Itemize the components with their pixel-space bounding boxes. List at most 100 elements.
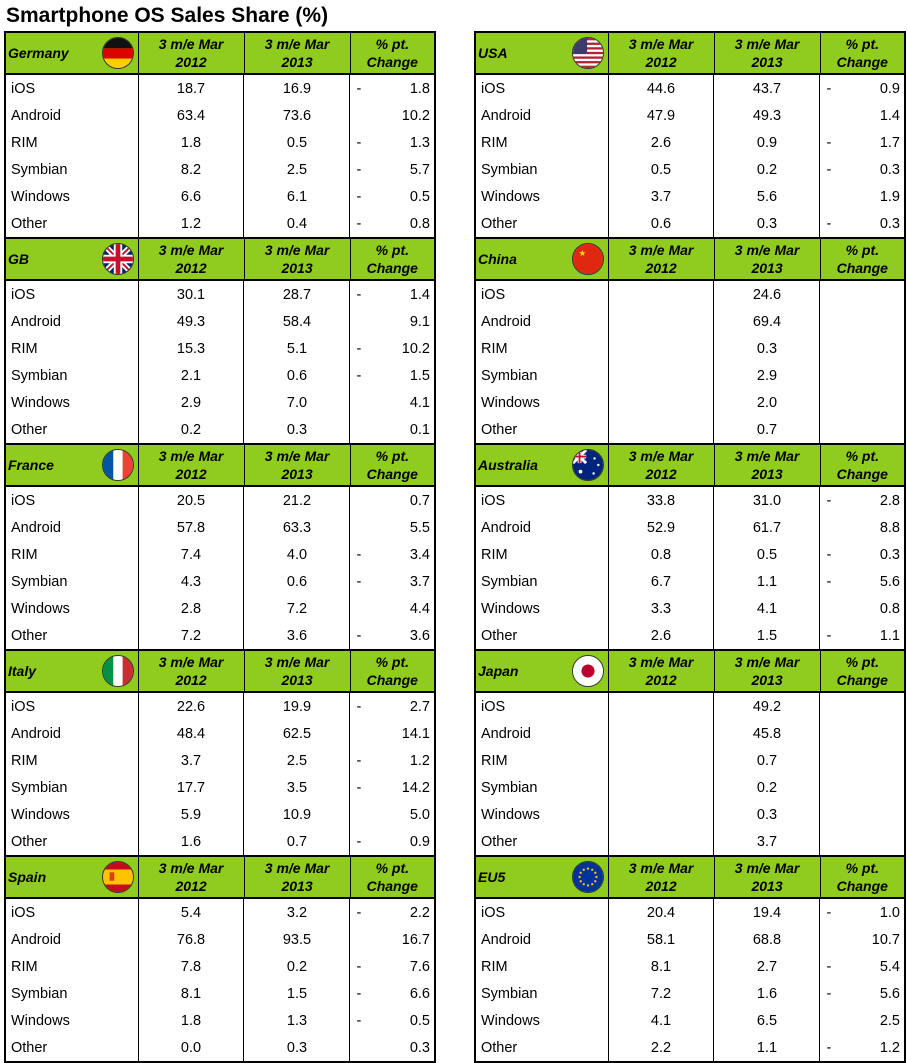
- change-sign: -: [826, 985, 832, 1002]
- share-2012: [607, 281, 714, 308]
- share-2013: 0.3: [243, 416, 349, 443]
- change-value: 8.8: [879, 519, 900, 536]
- table-row: Android 76.8 93.5 16.7: [6, 926, 434, 953]
- share-2013: 0.3: [713, 801, 819, 828]
- page-title: Smartphone OS Sales Share (%): [6, 4, 329, 27]
- share-2012: 20.4: [607, 899, 714, 926]
- region-panel-france: France 3 m/e Mar 2012 3 m/e Mar 2013 % pt. Cha…: [4, 443, 436, 649]
- change-value: 5.5: [409, 519, 430, 536]
- change-sign: -: [356, 1012, 362, 1029]
- share-2013: 7.0: [243, 389, 349, 416]
- column-header-col2: 3 m/e Mar 2013: [243, 239, 350, 279]
- share-2012: 6.7: [607, 568, 714, 595]
- column-header-col3: % pt. Change: [819, 239, 904, 279]
- column-header-line: Change: [836, 54, 888, 70]
- column-header-line: 2012: [645, 260, 677, 276]
- table-row: Symbian 8.1 1.5- 6.6: [6, 980, 434, 1007]
- region-header: EU5 3 m/e Mar 2012 3 m/e Mar 2013 % pt. Change: [476, 857, 904, 899]
- pt-change: - 0.8: [349, 210, 434, 237]
- table-row: Other 2.2 1.1- 1.2: [476, 1034, 904, 1061]
- table-row: Other 1.2 0.4- 0.8: [6, 210, 434, 237]
- column-header-line: 3 m/e Mar: [158, 242, 224, 258]
- share-2013: 0.3: [243, 1034, 349, 1061]
- table-row: Other 0.0 0.3 0.3: [6, 1034, 434, 1061]
- os-name: Symbian: [481, 367, 538, 384]
- change-value: 0.3: [879, 215, 900, 232]
- pt-change: 5.5: [349, 514, 434, 541]
- share-2013: 0.5: [243, 129, 349, 156]
- os-name: Windows: [481, 600, 540, 617]
- share-2013: 1.3: [243, 1007, 349, 1034]
- os-name: Symbian: [481, 779, 538, 796]
- pt-change: 8.8: [819, 514, 904, 541]
- change-value: 0.5: [409, 1012, 430, 1029]
- pt-change: [819, 362, 904, 389]
- table-row: Symbian 17.7 3.5- 14.2: [6, 774, 434, 801]
- column-header-col2: 3 m/e Mar 2013: [713, 33, 820, 73]
- column-header-line: % pt.: [375, 36, 410, 52]
- change-value: 1.1: [879, 627, 900, 644]
- table-row: Windows 3.7 5.6 1.9: [476, 183, 904, 210]
- os-name: Windows: [11, 188, 70, 205]
- table-row: Android 52.9 61.7 8.8: [476, 514, 904, 541]
- region-rows: iOS 20.5 21.2 0.7 Android 57.8 63.3 5.5 RIM 7.4 4.…: [6, 487, 434, 649]
- region-header: Australia 3 m/e Mar 2012 3 m/e Mar 2013 % pt.…: [476, 445, 904, 487]
- table-row: iOS 5.4 3.2- 2.2: [6, 899, 434, 926]
- share-2012: 7.8: [137, 953, 244, 980]
- pt-change: - 10.2: [349, 335, 434, 362]
- share-2012: 0.0: [137, 1034, 244, 1061]
- os-name: iOS: [11, 286, 36, 303]
- os-name: Other: [481, 215, 518, 232]
- australia-flag-icon: [571, 449, 604, 481]
- os-name: RIM: [11, 340, 38, 357]
- change-value: 16.7: [401, 931, 430, 948]
- share-2012: 33.8: [607, 487, 714, 514]
- share-2013: 1.5: [713, 622, 819, 649]
- table-row: Symbian 0.5 0.2- 0.3: [476, 156, 904, 183]
- region-name: France: [8, 457, 54, 473]
- right-column: USA 3 m/e Mar 2012 3 m/e Mar 2013 % pt. Change…: [474, 31, 906, 1063]
- table-row: Android 48.4 62.5 14.1: [6, 720, 434, 747]
- os-name: Android: [11, 931, 61, 948]
- pt-change: 10.7: [819, 926, 904, 953]
- region-name-cell: Germany: [6, 33, 138, 73]
- change-sign: -: [826, 627, 832, 644]
- column-header-col2: 3 m/e Mar 2013: [243, 651, 350, 691]
- os-name: Other: [481, 833, 518, 850]
- change-value: 5.6: [879, 573, 900, 590]
- column-header-col2: 3 m/e Mar 2013: [713, 239, 820, 279]
- region-name-cell: Italy: [6, 651, 138, 691]
- pt-change: 16.7: [349, 926, 434, 953]
- share-2012: 15.3: [137, 335, 244, 362]
- change-value: 2.2: [409, 904, 430, 921]
- table-row: Other 0.7: [476, 416, 904, 443]
- share-2013: 2.5: [243, 156, 349, 183]
- share-2012: 2.2: [607, 1034, 714, 1061]
- change-sign: -: [826, 134, 832, 151]
- os-name: Symbian: [481, 985, 538, 1002]
- region-panel-germany: Germany 3 m/e Mar 2012 3 m/e Mar 2013 % pt. Ch…: [4, 31, 436, 237]
- pt-change: - 0.3: [819, 541, 904, 568]
- change-sign: -: [356, 80, 362, 97]
- pt-change: - 1.2: [819, 1034, 904, 1061]
- column-header-line: 3 m/e Mar: [734, 242, 800, 258]
- table-row: RIM 8.1 2.7- 5.4: [476, 953, 904, 980]
- change-sign: -: [826, 215, 832, 232]
- share-2013: 2.5: [243, 747, 349, 774]
- share-2013: 28.7: [243, 281, 349, 308]
- region-name-cell: GB: [6, 239, 138, 279]
- column-header-col3: % pt. Change: [819, 651, 904, 691]
- table-row: iOS 33.8 31.0- 2.8: [476, 487, 904, 514]
- column-header-line: Change: [366, 878, 418, 894]
- change-value: 0.3: [879, 161, 900, 178]
- os-name: Android: [481, 519, 531, 536]
- column-header-line: 3 m/e Mar: [264, 654, 330, 670]
- share-2013: 19.9: [243, 693, 349, 720]
- region-name: USA: [478, 45, 508, 61]
- share-2013: 0.6: [243, 568, 349, 595]
- os-name: Android: [481, 725, 531, 742]
- share-2012: 22.6: [137, 693, 244, 720]
- pt-change: - 5.4: [819, 953, 904, 980]
- pt-change: [819, 801, 904, 828]
- share-2012: 63.4: [137, 102, 244, 129]
